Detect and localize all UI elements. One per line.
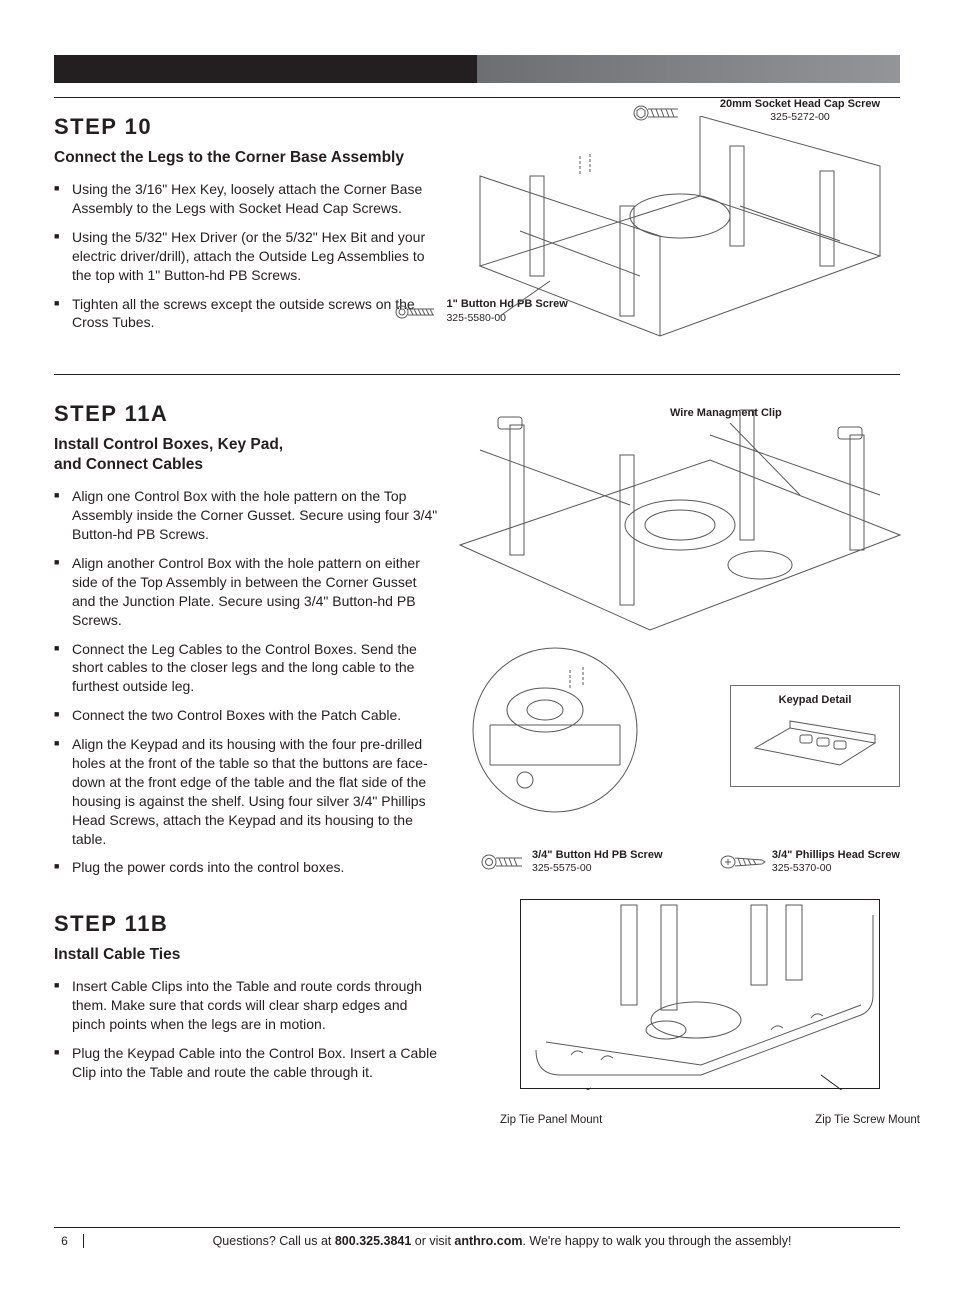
screw-icon [720, 852, 766, 872]
step-11a-subtitle: Install Control Boxes, Key Pad, and Conn… [54, 435, 442, 475]
callout-part: 325-5575-00 [532, 862, 592, 874]
callout-label: Zip Tie Panel Mount [500, 1114, 602, 1126]
callout-part: 325-5370-00 [772, 862, 832, 874]
keypad-detail-diagram [745, 713, 885, 773]
bullet-item: Using the 5/32" Hex Driver (or the 5/32"… [54, 228, 442, 285]
bullet-item: Connect the two Control Boxes with the P… [54, 706, 442, 725]
callout-label: 3/4" Phillips Head Screw [772, 849, 900, 861]
step-10-diagram [460, 116, 900, 356]
step-11b-subtitle: Install Cable Ties [54, 945, 442, 965]
bullet-item: Plug the power cords into the control bo… [54, 858, 442, 877]
screw-icon [480, 853, 526, 871]
page-footer: 6 Questions? Call us at 800.325.3841 or … [54, 1227, 900, 1248]
step-11b-section: STEP 11B Install Cable Ties Insert Cable… [54, 895, 900, 1125]
step-11a-section: STEP 11A Install Control Boxes, Key Pad,… [54, 385, 900, 887]
bullet-item: Using the 3/16" Hex Key, loosely attach … [54, 180, 442, 218]
bullet-item: Plug the Keypad Cable into the Control B… [54, 1044, 442, 1082]
callout-label: 20mm Socket Head Cap Screw [720, 98, 880, 110]
step-11b-diagram [521, 900, 881, 1090]
control-box-detail [470, 645, 640, 815]
step-10-bullets: Using the 3/16" Hex Key, loosely attach … [54, 180, 442, 332]
header-bar [54, 55, 900, 83]
step-11a-title: STEP 11A [54, 401, 442, 427]
section-rule [54, 374, 900, 375]
page-number: 6 [54, 1234, 84, 1248]
screw-icon [394, 304, 438, 320]
callout-label: Keypad Detail [779, 694, 852, 706]
step-11b-title: STEP 11B [54, 911, 442, 937]
bullet-item: Tighten all the screws except the outsid… [54, 295, 442, 333]
callout-label: 3/4" Button Hd PB Screw [532, 849, 663, 861]
footer-text: Questions? Call us at 800.325.3841 or vi… [104, 1234, 900, 1248]
step-10-section: STEP 10 Connect the Legs to the Corner B… [54, 98, 900, 358]
step-10-title: STEP 10 [54, 114, 442, 140]
step-11b-bullets: Insert Cable Clips into the Table and ro… [54, 977, 442, 1081]
bullet-item: Align the Keypad and its housing with th… [54, 735, 442, 848]
bullet-item: Align one Control Box with the hole patt… [54, 487, 442, 544]
bullet-item: Insert Cable Clips into the Table and ro… [54, 977, 442, 1034]
bullet-item: Connect the Leg Cables to the Control Bo… [54, 640, 442, 697]
step-11a-bullets: Align one Control Box with the hole patt… [54, 487, 442, 877]
step-11a-main-diagram [450, 395, 910, 655]
bullet-item: Align another Control Box with the hole … [54, 554, 442, 630]
step-10-subtitle: Connect the Legs to the Corner Base Asse… [54, 148, 442, 168]
callout-label: Zip Tie Screw Mount [815, 1114, 920, 1126]
